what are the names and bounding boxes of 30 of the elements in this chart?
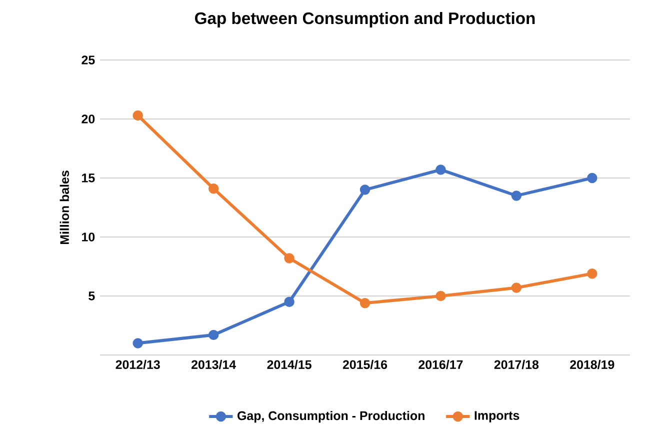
point (436, 290, 446, 302)
x-tick-label: 2013/14 (192, 360, 236, 370)
y-tick-label: 20 (82, 114, 95, 124)
x-tick-label: 2012/13 (116, 360, 160, 370)
point (587, 172, 598, 184)
point (511, 190, 522, 201)
point (208, 330, 219, 340)
x-tick-label: 2016/17 (418, 360, 463, 370)
y-tick-label: 10 (82, 232, 95, 242)
x-tick-label: 2017/18 (494, 360, 539, 370)
point (284, 253, 294, 264)
legend-label: Imports (474, 411, 520, 422)
point (436, 164, 446, 175)
y-axis-title: Million bales (60, 170, 69, 244)
point (360, 298, 370, 308)
y-tick-label: 5 (88, 292, 95, 300)
x-tick-label: 2014/15 (267, 360, 312, 370)
legend-label: Gap, Consumption - Production (238, 410, 424, 423)
chart-title: Gap between Consumption and Production (195, 12, 535, 28)
point (284, 296, 294, 308)
point (132, 110, 143, 121)
point (511, 282, 522, 293)
y-tick-label: 25 (82, 56, 95, 64)
y-tick-label: 15 (82, 174, 95, 182)
point (587, 268, 598, 279)
point (132, 338, 143, 348)
x-tick-label: 2015/16 (342, 360, 388, 370)
x-tick-label: 2018/19 (570, 360, 614, 370)
point (208, 183, 219, 194)
point (360, 184, 370, 195)
